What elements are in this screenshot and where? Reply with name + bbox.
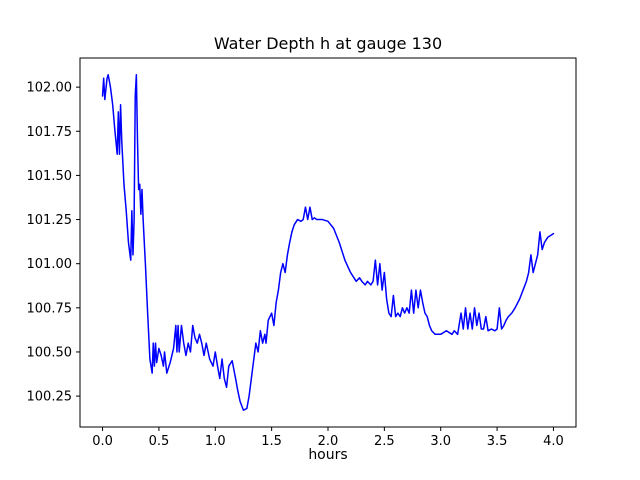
x-tick-label: 3.0 bbox=[430, 434, 451, 449]
x-tick-label: 3.5 bbox=[487, 434, 508, 449]
x-tick-label: 1.0 bbox=[205, 434, 226, 449]
chart-title: Water Depth h at gauge 130 bbox=[213, 34, 443, 53]
y-tick-label: 101.75 bbox=[27, 125, 73, 140]
x-axis-label: hours bbox=[308, 447, 348, 463]
y-tick-label: 101.25 bbox=[27, 213, 73, 228]
y-tick-label: 102.00 bbox=[27, 81, 73, 96]
x-tick-label: 2.5 bbox=[374, 434, 395, 449]
axes-frame bbox=[79, 57, 577, 428]
y-tick-label: 100.75 bbox=[27, 301, 73, 316]
data-line-h bbox=[101, 74, 555, 411]
x-tick-label: 1.5 bbox=[261, 434, 282, 449]
y-tick-label: 100.50 bbox=[27, 345, 73, 360]
x-tick-label: 0.0 bbox=[92, 434, 113, 449]
y-tick-label: 100.25 bbox=[27, 390, 73, 405]
x-tick-label: 0.5 bbox=[149, 434, 170, 449]
x-tick-label: 2.0 bbox=[318, 434, 339, 449]
y-tick-label: 101.00 bbox=[27, 257, 73, 272]
x-tick-label: 4.0 bbox=[543, 434, 564, 449]
y-tick-label: 101.50 bbox=[27, 169, 73, 184]
